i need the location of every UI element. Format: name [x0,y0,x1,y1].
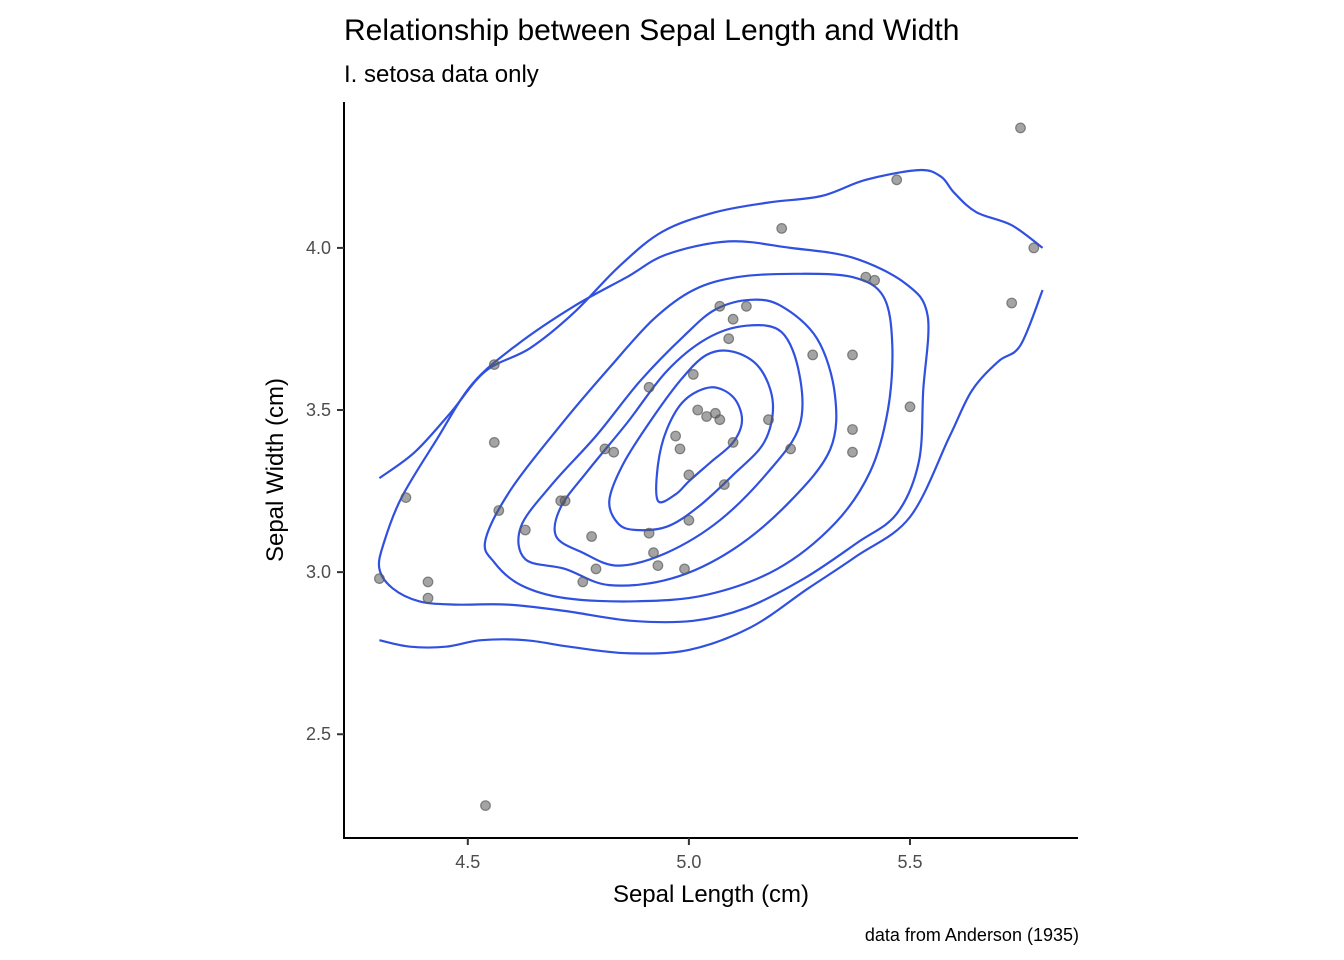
density-contours [377,168,1044,655]
y-tick-label: 3.0 [306,562,331,582]
data-point [683,469,695,481]
data-point [1028,242,1040,254]
data-point [847,446,858,458]
y-tick-label: 4.0 [306,238,331,258]
y-tick-label: 3.5 [306,400,331,420]
data-point [599,443,611,455]
data-point [727,313,739,325]
chart-caption: data from Anderson (1935) [865,925,1079,945]
data-point [785,443,796,455]
chart-subtitle: I. setosa data only [344,61,539,88]
plot-panel [374,122,1044,811]
data-point [847,424,858,435]
data-point [559,495,571,507]
data-point [519,524,531,536]
data-point [723,333,735,345]
data-point [891,174,903,186]
data-point [400,492,412,504]
x-axis-title: Sepal Length (cm) [613,881,809,908]
data-point [648,547,659,559]
density-contour-6 [377,240,930,624]
data-point [679,563,690,575]
density-contour-7 [378,168,1044,479]
data-point [718,479,730,491]
y-axis-ticks: 2.5 3.0 3.5 4.0 [306,238,344,744]
density-contour-5 [483,272,894,603]
data-point [1015,122,1026,134]
data-point [860,271,872,283]
data-point [643,381,655,393]
chart-title: Relationship between Sepal Length and Wi… [344,14,959,47]
density-contour-3 [553,324,804,567]
density-contour-1 [655,386,744,504]
data-point [701,411,712,422]
data-point [643,527,655,539]
data-point [480,800,491,811]
data-point [422,592,434,604]
data-point [847,349,858,361]
data-points [374,122,1040,811]
data-point [683,514,695,526]
data-point [692,404,704,416]
data-point [741,300,752,312]
data-point [590,563,602,575]
data-point [714,414,726,426]
data-point [869,274,880,286]
data-point [714,300,726,312]
data-point [687,369,699,380]
x-tick-label: 4.5 [455,852,480,872]
x-axis-ticks: 4.5 5.0 5.5 [455,838,922,872]
data-point [727,437,739,448]
density-contour-2 [608,349,775,532]
x-tick-label: 5.0 [676,852,701,872]
data-point [1006,297,1018,309]
data-point [652,560,664,571]
data-point [493,505,505,516]
data-point [608,446,620,458]
data-point [577,576,589,588]
data-point [670,430,681,442]
data-point [488,437,500,448]
data-point [422,576,434,588]
data-point [763,414,774,426]
density-contour-4 [517,298,838,587]
density-contour-8 [379,289,1044,655]
data-point [904,401,916,413]
data-point [674,443,686,455]
x-tick-label: 5.5 [897,852,922,872]
data-point [807,349,819,361]
data-point [586,531,597,542]
data-point [776,222,788,234]
y-axis-title: Sepal Width (cm) [262,378,289,562]
data-point [488,359,500,371]
y-tick-label: 2.5 [306,724,331,744]
data-point [374,573,385,584]
